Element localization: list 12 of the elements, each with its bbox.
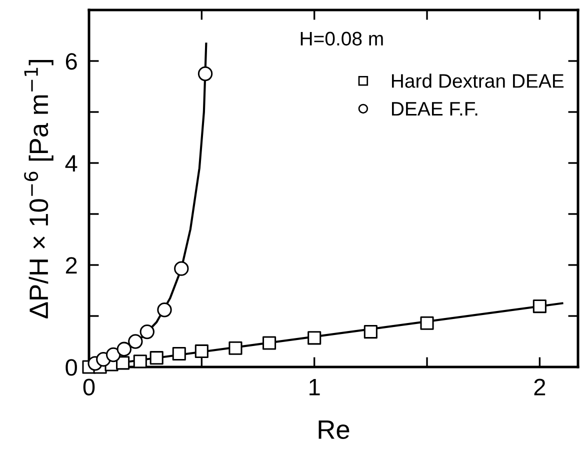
x-axis-title: Re [318,420,350,439]
y-axis-title: ΔP/H × 10$^{−6}$ [Pa m$^{−1}$] [24,60,54,318]
x-tick-label: 1 [310,378,320,396]
y-tick-label: 0 [66,359,77,376]
legend-label: DEAE F.F. [392,102,478,116]
legend-label: Hard Dextran DEAE [392,74,564,88]
x-tick-label: 0 [83,378,95,396]
x-tick-label: 2 [534,378,546,396]
y-tick-label: 4 [65,155,78,172]
annotation: H=0.08 m [300,32,383,46]
y-tick-label: 2 [66,257,77,274]
y-tick-label: 6 [66,53,77,70]
